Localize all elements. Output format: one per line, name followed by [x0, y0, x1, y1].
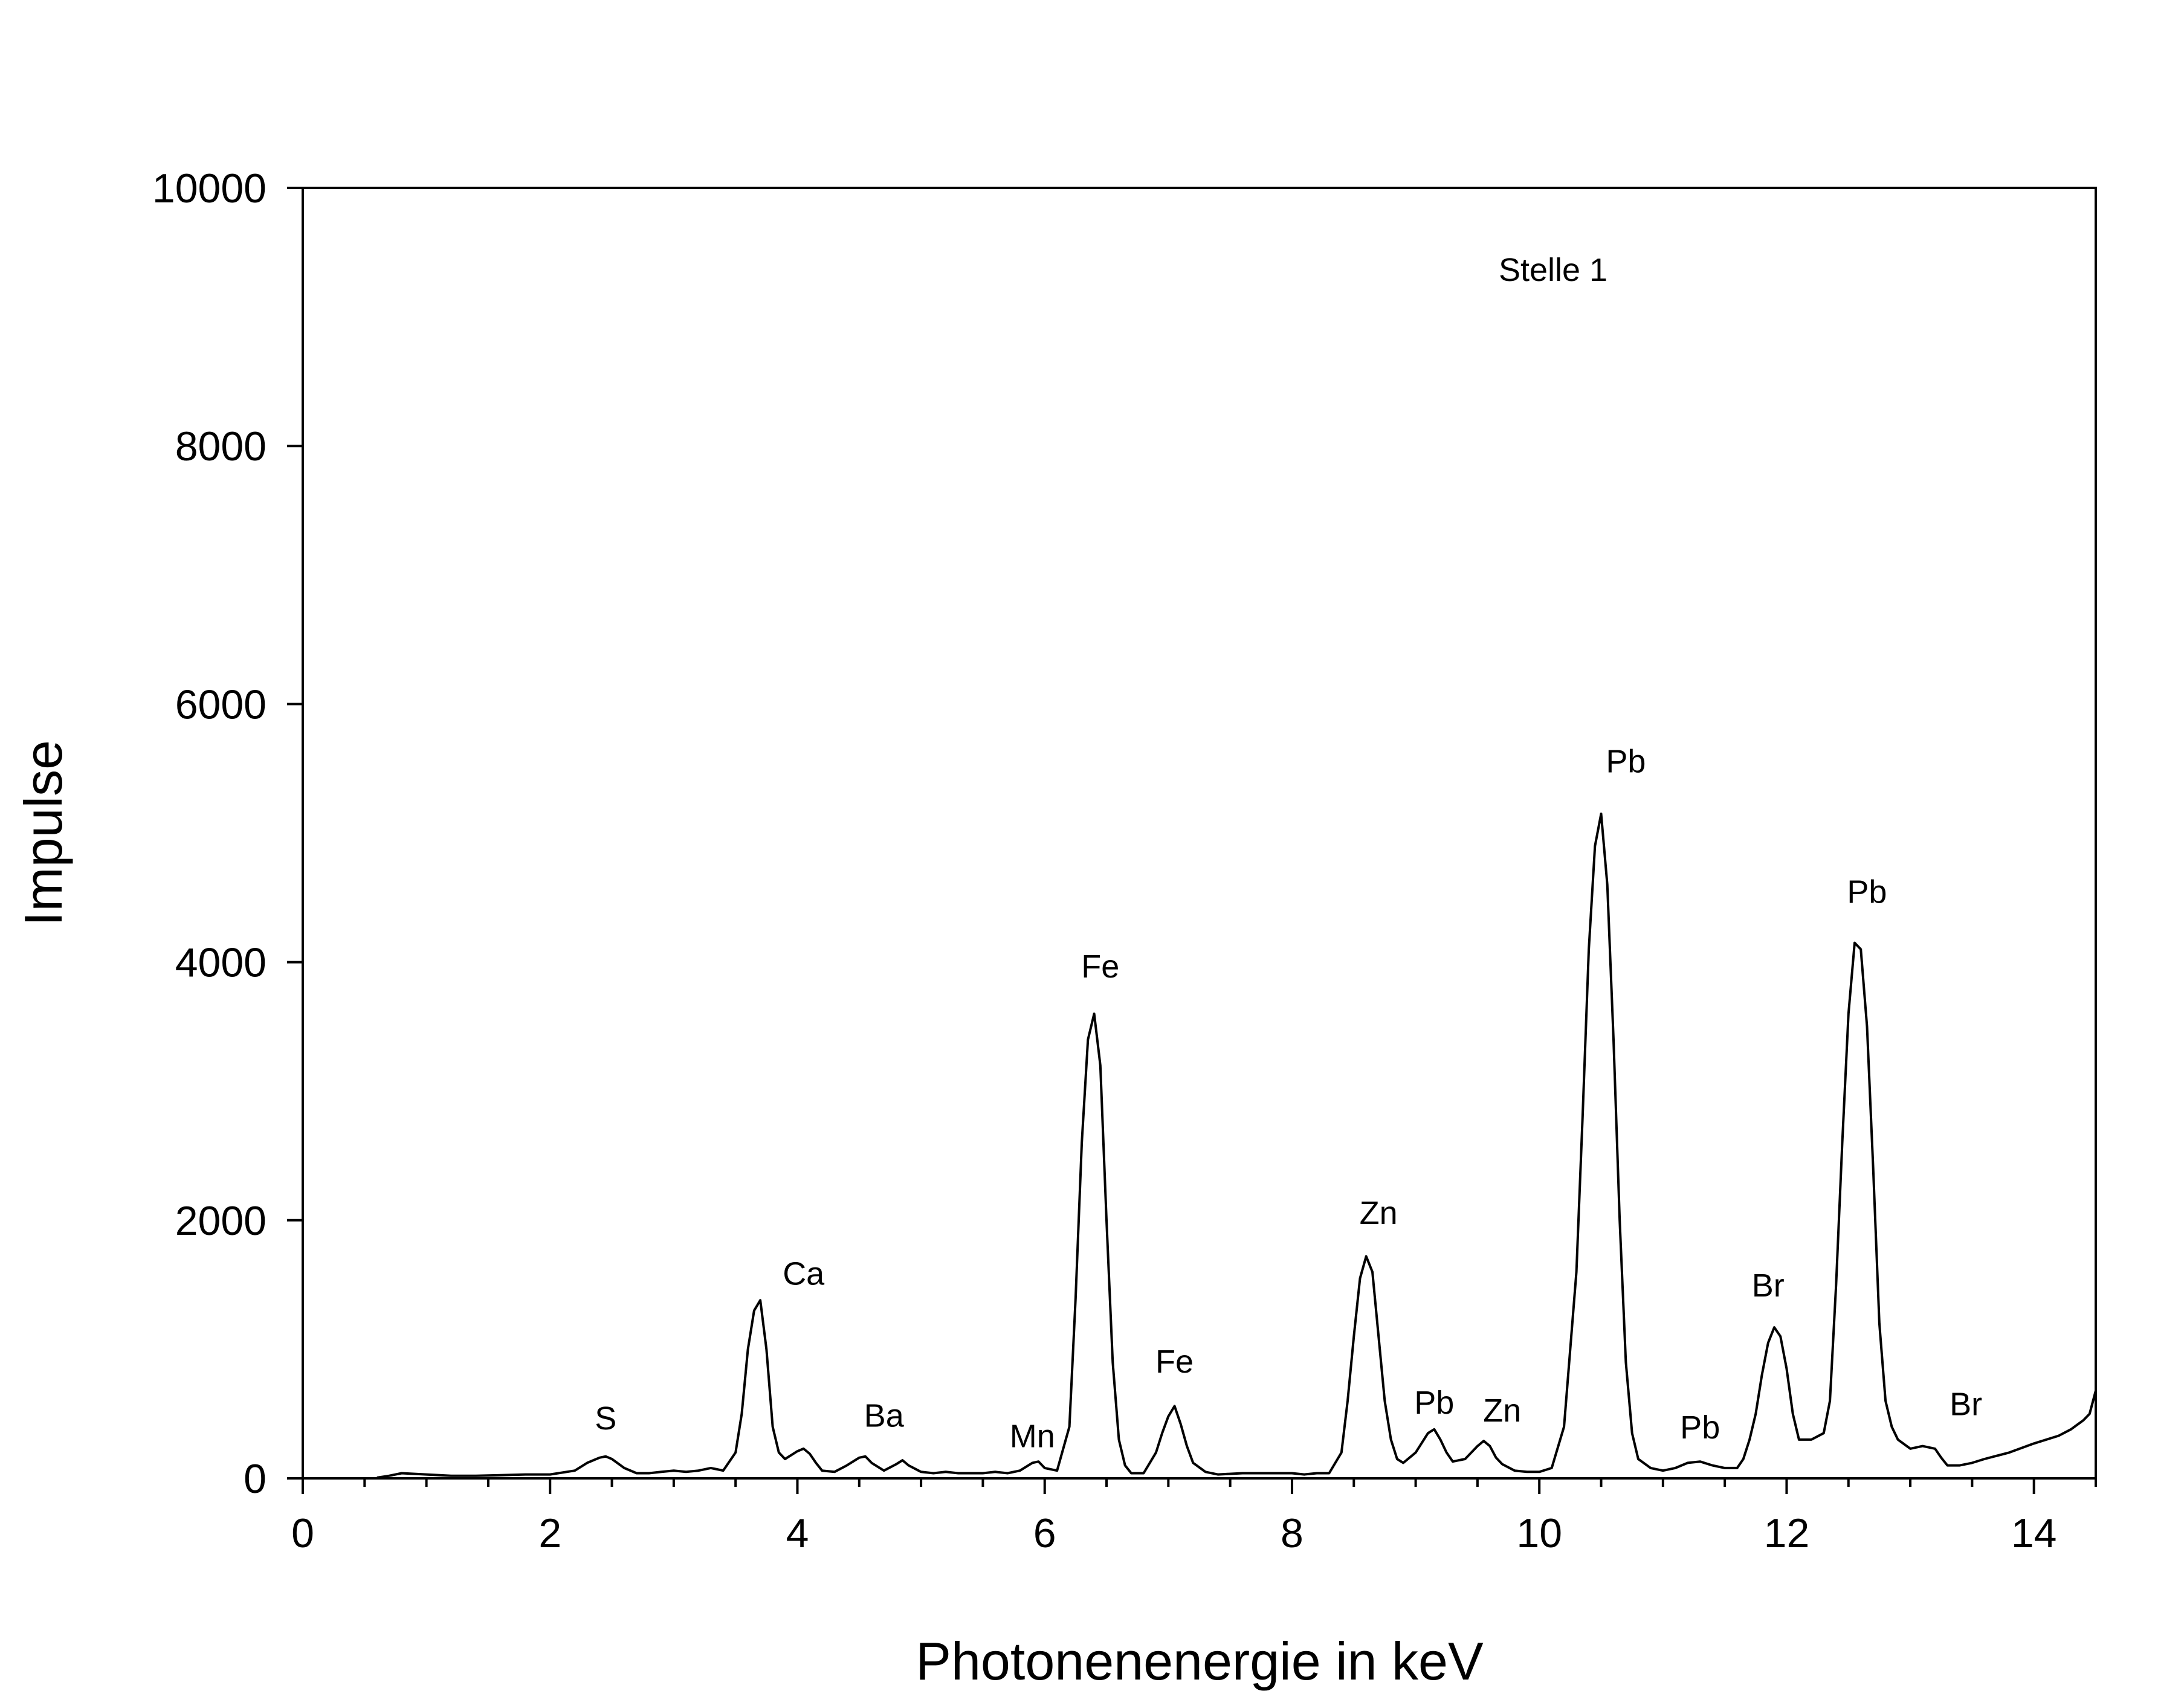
- spectrum-series-line: [376, 813, 2097, 1479]
- y-tick-label: 0: [244, 1456, 267, 1502]
- x-tick-label: 2: [538, 1510, 561, 1556]
- y-axis-ticks: 0 2000 4000 6000 8000 10000: [152, 166, 303, 1502]
- peak-label: Ca: [783, 1256, 825, 1292]
- peak-label: Zn: [1483, 1393, 1521, 1429]
- peak-label: Br: [1950, 1386, 1982, 1422]
- peak-labels: S Ca Ba Mn Fe Fe Zn Pb Zn Pb Pb Br Pb Br: [595, 744, 1982, 1455]
- x-tick-label: 0: [291, 1510, 314, 1556]
- peak-label: Pb: [1414, 1385, 1454, 1421]
- y-tick-label: 8000: [175, 424, 267, 469]
- annotation-stelle-1: Stelle 1: [1499, 252, 1607, 288]
- x-tick-label: 12: [1764, 1510, 1810, 1556]
- y-tick-label: 6000: [175, 681, 267, 727]
- peak-label: Mn: [1010, 1419, 1055, 1455]
- y-tick-label: 4000: [175, 940, 267, 986]
- y-tick-label: 2000: [175, 1198, 267, 1244]
- peak-label: Pb: [1847, 874, 1887, 910]
- x-tick-label: 14: [2011, 1510, 2057, 1556]
- peak-label: Fe: [1081, 949, 1119, 985]
- peak-label: Br: [1752, 1267, 1785, 1304]
- peak-label: Fe: [1155, 1344, 1194, 1380]
- x-tick-label: 6: [1033, 1510, 1056, 1556]
- x-axis-ticks: 0 2 4 6 8 10 12 14: [291, 1478, 2097, 1556]
- peak-label: S: [595, 1400, 616, 1437]
- peak-label: Pb: [1606, 744, 1646, 780]
- x-tick-label: 4: [786, 1510, 809, 1556]
- peak-label: Zn: [1360, 1195, 1398, 1231]
- plot-frame: [302, 187, 2097, 1480]
- peak-label: Pb: [1680, 1409, 1720, 1446]
- y-tick-label: 10000: [152, 166, 267, 211]
- x-tick-label: 10: [1516, 1510, 1562, 1556]
- peak-label: Ba: [864, 1398, 905, 1434]
- x-axis-title: Photonenenergie in keV: [916, 1631, 1484, 1691]
- y-axis-title: Impulse: [13, 740, 73, 926]
- x-tick-label: 8: [1281, 1510, 1304, 1556]
